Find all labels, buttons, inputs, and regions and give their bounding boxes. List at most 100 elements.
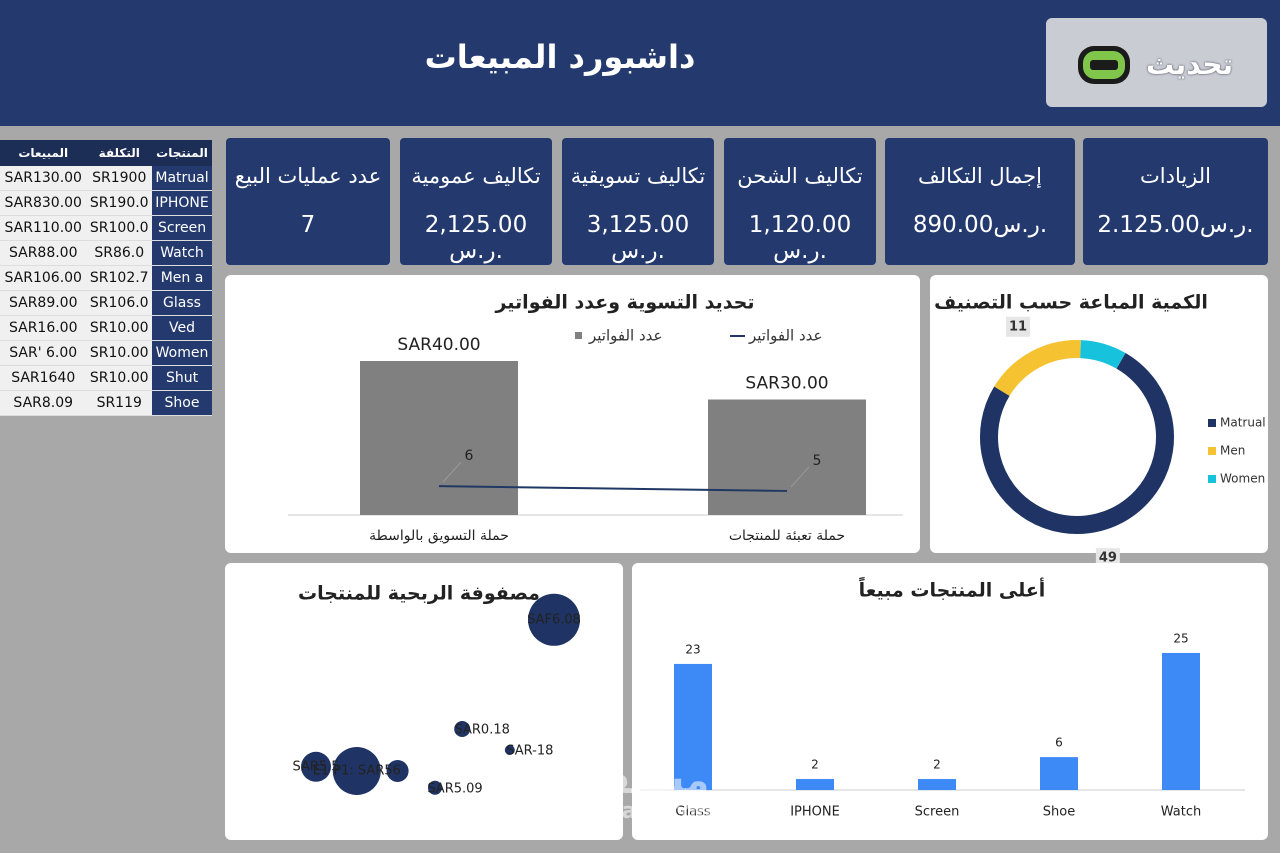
- table-cell: SAR830.00: [0, 190, 87, 216]
- kpi-card: عدد عمليات البيع 7: [226, 138, 390, 265]
- refresh-label[interactable]: تحديث: [1146, 48, 1234, 81]
- chart: مصفوفة الربحية للمنتجات SAF6.08 SAR0.18 SAR…: [292, 583, 580, 797]
- bubble: [528, 593, 580, 646]
- kpi-label: عدد عمليات البيع: [234, 164, 382, 188]
- x-tick-label: حملة تعبئة للمنتجات: [729, 528, 845, 544]
- watermark-text: مستقل: [570, 758, 710, 802]
- table-cell: Ved: [152, 315, 212, 341]
- kpi-label: تكاليف عمومية: [411, 164, 541, 188]
- kpi-value: 2.125.00ر.س.: [1097, 212, 1254, 238]
- legend-swatch: [1208, 419, 1216, 427]
- table-cell: IPHONE: [152, 190, 212, 216]
- table-row: SAR88.00 SR86.0 Watch: [0, 240, 212, 266]
- table-row: SAR830.00 SR190.0 IPHONE: [0, 190, 212, 216]
- table-row: SAR8.09 SR119 Shoe: [0, 390, 212, 416]
- table-row: SAR130.00 SR1900 Matrual: [0, 166, 212, 191]
- bubble-label: E1 P1: SAR56: [313, 764, 401, 779]
- label-box: [1006, 316, 1031, 337]
- legend-swatch: [1208, 475, 1216, 483]
- table-cell: Screen: [152, 215, 212, 241]
- table-cell: SR10.00: [86, 365, 153, 391]
- bubble: [504, 745, 515, 755]
- kpi-label: تكاليف الشحن: [737, 164, 863, 188]
- table-cell: SAR106.00: [0, 265, 87, 291]
- kpi-value: 2,125.00 ر.س.: [424, 212, 528, 264]
- leader-line: [790, 466, 810, 488]
- donut-segment: [994, 340, 1081, 397]
- header: داشبورد المبيعات تحديث: [0, 0, 1280, 126]
- table-cell: Women: [152, 340, 212, 366]
- chart-title: تحديد التسوية وعدد الفواتير: [494, 292, 754, 314]
- table-cell: Men a: [152, 265, 212, 291]
- table-cell: SAR16.00: [0, 315, 87, 341]
- bar-value-label: SAR30.00: [745, 374, 828, 394]
- table-cell: Shut: [152, 365, 212, 391]
- legend-label: Women: [1220, 472, 1265, 486]
- bar: [1162, 652, 1200, 790]
- table-cell: SR86.0: [86, 240, 153, 266]
- table-cell: SR190.0: [86, 190, 153, 216]
- chart: تحديد التسوية وعدد الفواتير عدد الفواتير ع…: [288, 292, 903, 544]
- bubble: [428, 780, 442, 795]
- table-row: SAR106.00 SR102.7 Men a: [0, 265, 212, 291]
- table-cell: SR102.7: [86, 265, 153, 291]
- bar: [918, 779, 956, 790]
- bubble-label: SAR-18: [506, 744, 553, 759]
- bar: [708, 399, 866, 515]
- combo-panel: تحديد التسوية وعدد الفواتير عدد الفواتير ع…: [225, 275, 920, 553]
- column-header: المنتجات: [152, 140, 212, 166]
- bubble-label: SAR0.18: [455, 723, 510, 738]
- table-cell: Watch: [152, 240, 212, 266]
- table-row: SAR16.00 SR10.00 Ved: [0, 315, 212, 341]
- donut-segment: [980, 353, 1174, 534]
- chart-title: الكمية المباعة حسب التصنيف: [934, 292, 1208, 314]
- chart: أعلى المنتجات مبيعاً 23 Glass 2 IPHONE 2 Scree…: [640, 576, 1245, 820]
- bubble: [386, 760, 409, 782]
- x-tick-label: IPHONE: [790, 805, 840, 820]
- x-tick-label: Glass: [675, 805, 710, 820]
- column-header: التكلفة: [86, 140, 153, 166]
- refresh-button[interactable]: تحديث: [1046, 18, 1267, 107]
- x-tick-label: Shoe: [1043, 805, 1075, 820]
- table-row: SAR1640 SR10.00 Shut: [0, 365, 212, 391]
- x-tick-label: Screen: [915, 805, 960, 820]
- page-title: داشبورد المبيعات: [424, 38, 696, 76]
- bar: [360, 361, 518, 515]
- line: [438, 485, 788, 492]
- kpi-label: إجمال التكالف: [918, 164, 1042, 188]
- kpi-value: 1,120.00 ر.س.: [748, 212, 852, 264]
- bar: [796, 779, 834, 790]
- donut-segment: [1079, 340, 1126, 369]
- segment-label: 11: [1009, 319, 1027, 334]
- legend-swatch: [1208, 447, 1216, 455]
- bar-value-label: 6: [1055, 736, 1063, 750]
- bubble-label: SAR5.09: [427, 781, 482, 796]
- legend-label: Men: [1220, 444, 1245, 458]
- bar-value-label: SAR40.00: [397, 335, 480, 355]
- legend-label: عدد الفواتير: [748, 327, 823, 345]
- chart-title: أعلى المنتجات مبيعاً: [859, 576, 1046, 601]
- bar-value-label: 25: [1173, 631, 1188, 645]
- table-cell: SR100.0: [86, 215, 153, 241]
- column-header: المبيعات: [0, 140, 87, 166]
- table-cell: Matrual: [152, 166, 212, 191]
- table-row: SAR89.00 SR106.0 Glass: [0, 290, 212, 316]
- sales-table: المبيعات التكلفة المنتجات SAR130.00 SR1900 Ma…: [0, 140, 212, 416]
- table-cell: SR106.0: [86, 290, 153, 316]
- table-cell: SAR' 6.00: [0, 340, 87, 366]
- bar-value-label: 2: [811, 758, 819, 772]
- watermark: مستقل mostaql.com: [560, 760, 719, 824]
- kpi-card: إجمال التكالف 890.00ر.س.: [885, 138, 1075, 265]
- chart: الكمية المباعة حسب التصنيف 49 11 Matrual Men…: [934, 292, 1266, 569]
- leader-line: [442, 461, 462, 483]
- chart-title: مصفوفة الربحية للمنتجات: [298, 583, 540, 605]
- donut-panel: الكمية المباعة حسب التصنيف 49 11 Matrual Men…: [930, 275, 1268, 569]
- kpi-card: الزيادات 2.125.00ر.س.: [1083, 138, 1268, 265]
- table-cell: SR1900: [86, 166, 153, 191]
- kpi-label: تكاليف تسويقية: [570, 164, 706, 188]
- bar: [1040, 757, 1078, 790]
- watermark-url: mostaql.com: [560, 799, 720, 824]
- segment-label: 49: [1099, 551, 1117, 566]
- bubble-label: SAR5.5: [292, 759, 339, 774]
